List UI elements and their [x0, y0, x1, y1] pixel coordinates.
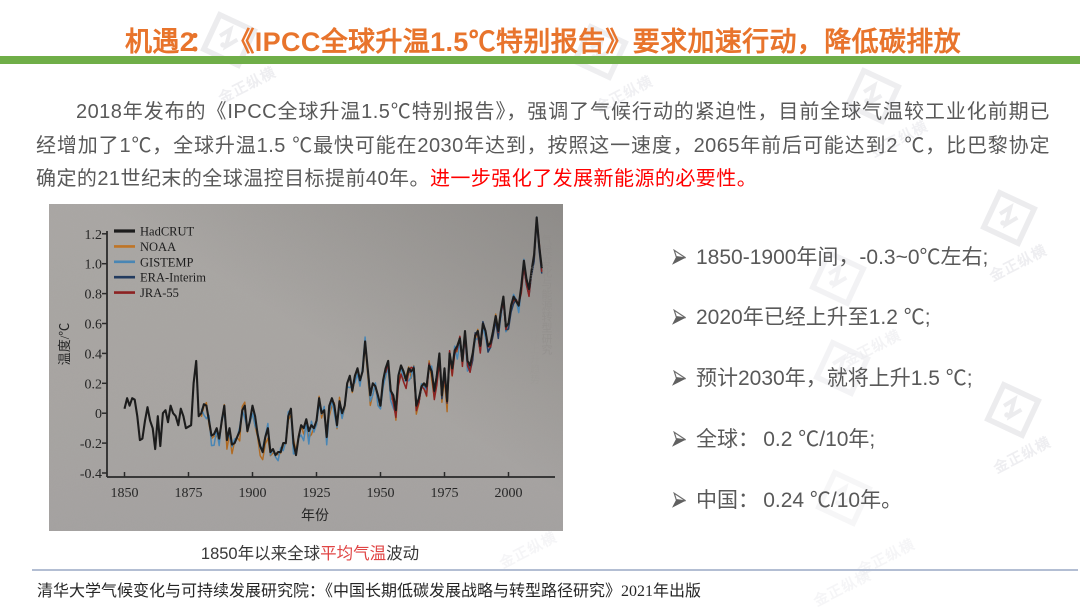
svg-text:-0.2: -0.2	[80, 437, 102, 452]
svg-text:1875: 1875	[175, 486, 203, 501]
svg-text:GISTEMP: GISTEMP	[140, 255, 194, 269]
svg-text:1850: 1850	[111, 486, 139, 501]
svg-text:0.4: 0.4	[85, 347, 103, 362]
svg-text:1900: 1900	[239, 486, 267, 501]
svg-text:1925: 1925	[303, 486, 331, 501]
svg-text:2000: 2000	[495, 486, 523, 501]
svg-text:1.2: 1.2	[85, 228, 103, 243]
svg-text:0: 0	[95, 407, 102, 422]
svg-text:JRA-55: JRA-55	[140, 286, 179, 300]
svg-text:1.0: 1.0	[85, 258, 103, 273]
svg-text:全球平均气温持续上升趋势: 全球平均气温持续上升趋势	[528, 263, 540, 385]
svg-text:ERA-Interim: ERA-Interim	[140, 271, 206, 285]
svg-text:-0.4: -0.4	[80, 467, 102, 482]
svg-text:HadCRUT: HadCRUT	[140, 225, 195, 239]
svg-text:1950: 1950	[367, 486, 395, 501]
svg-text:1975: 1975	[431, 486, 459, 501]
svg-text:0.6: 0.6	[85, 318, 103, 333]
svg-text:温度/℃: 温度/℃	[57, 323, 72, 366]
svg-text:0.2: 0.2	[85, 377, 103, 392]
svg-text:年份: 年份	[301, 508, 329, 524]
svg-text:气候变化与能源转型研究: 气候变化与能源转型研究	[540, 233, 553, 355]
svg-text:NOAA: NOAA	[140, 240, 176, 254]
svg-text:0.8: 0.8	[85, 288, 103, 303]
